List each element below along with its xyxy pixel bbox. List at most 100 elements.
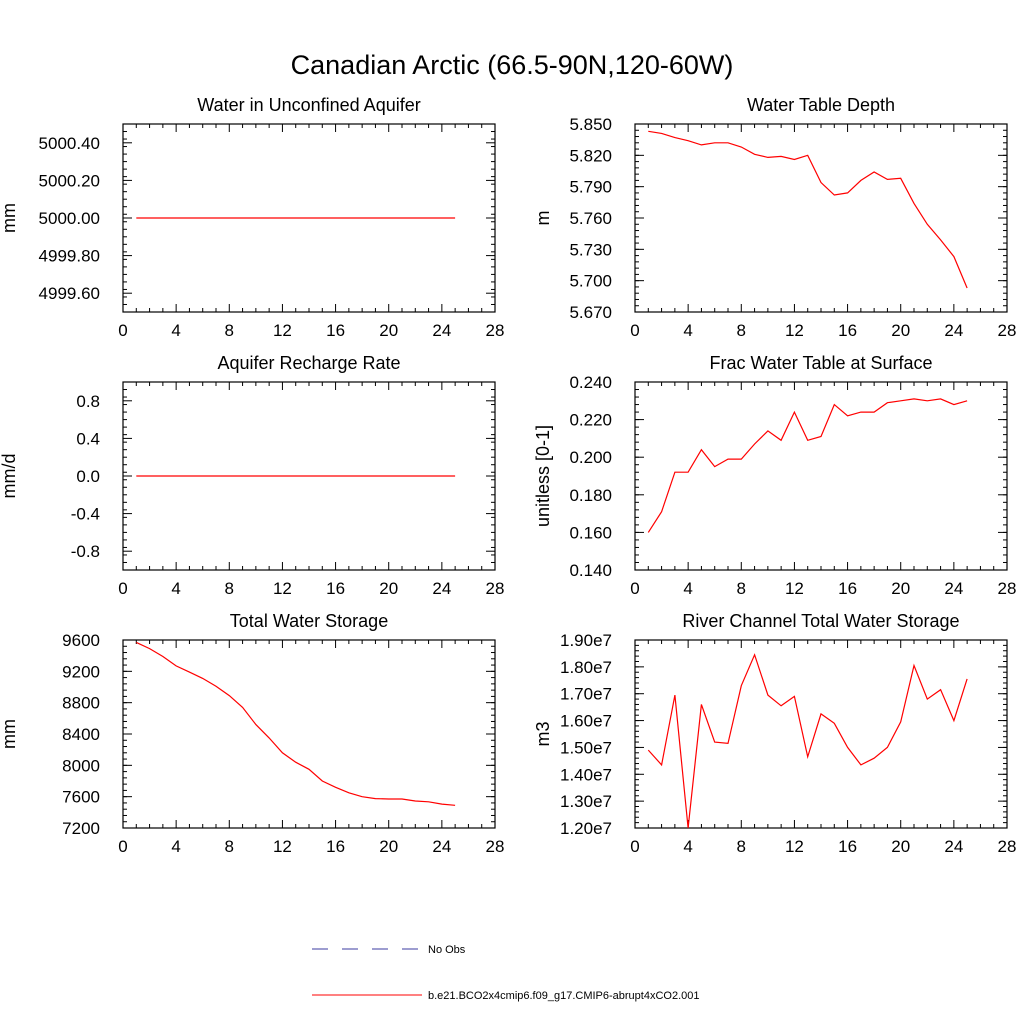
panel-grid: Water in Unconfined Aquifer 0 4 8 12 16 20 24 28…	[0, 95, 1016, 856]
y-tick-label: 1.70e7	[560, 685, 612, 704]
plot-frame	[634, 381, 1008, 571]
plot-frame	[122, 639, 496, 829]
x-tick-label: 12	[785, 837, 804, 856]
y-tick-label: 5.850	[569, 115, 612, 134]
y-tick-label: 0.0	[76, 467, 100, 486]
y-tick-label: 0.240	[569, 373, 612, 392]
y-tick-label: 5.670	[569, 303, 612, 322]
x-tick-label: 12	[273, 321, 292, 340]
x-tick-label: 16	[838, 837, 857, 856]
y-tick-label: 5000.20	[39, 171, 100, 190]
y-tick-label: -0.4	[71, 505, 100, 524]
y-tick-label: 8400	[62, 725, 100, 744]
x-tick-label: 20	[379, 579, 398, 598]
y-axis-label: mm	[0, 719, 19, 749]
x-tick-label: 16	[326, 321, 345, 340]
x-tick-label: 0	[118, 321, 127, 340]
legend-label: b.e21.BCO2x4cmip6.f09_g17.CMIP6-abrupt4x…	[428, 990, 700, 1002]
y-tick-label: 5.730	[569, 240, 612, 259]
y-tick-label: 4999.60	[39, 284, 100, 303]
panel-3: Aquifer Recharge Rate 0 4 8 12 16 20 24 28 -0.8 -0…	[0, 353, 504, 598]
x-tick-label: 8	[737, 837, 746, 856]
y-tick-label: 9200	[62, 662, 100, 681]
x-tick-label: 24	[944, 321, 963, 340]
x-tick-label: 16	[326, 837, 345, 856]
legend-label: No Obs	[428, 944, 466, 956]
x-tick-label: 24	[944, 837, 963, 856]
x-tick-label: 12	[785, 321, 804, 340]
y-tick-label: 5000.40	[39, 134, 100, 153]
x-tick-label: 8	[737, 579, 746, 598]
x-tick-label: 4	[171, 579, 180, 598]
x-tick-label: 4	[683, 837, 692, 856]
y-tick-label: 1.90e7	[560, 631, 612, 650]
y-tick-label: 5000.00	[39, 209, 100, 228]
x-tick-label: 8	[225, 837, 234, 856]
y-tick-label: 8800	[62, 694, 100, 713]
panel-6: River Channel Total Water Storage 0 4 8 12 16…	[533, 611, 1016, 856]
x-tick-label: 20	[379, 321, 398, 340]
panel-1: Water in Unconfined Aquifer 0 4 8 12 16 20 24 28…	[0, 95, 504, 340]
x-tick-label: 24	[432, 579, 451, 598]
y-tick-label: 0.160	[569, 523, 612, 542]
panel-title: River Channel Total Water Storage	[682, 611, 959, 631]
x-tick-label: 0	[630, 837, 639, 856]
series-line	[647, 398, 968, 533]
x-tick-label: 28	[998, 579, 1017, 598]
y-tick-label: 8000	[62, 756, 100, 775]
x-tick-label: 20	[891, 579, 910, 598]
x-tick-label: 16	[838, 579, 857, 598]
panel-title: Water in Unconfined Aquifer	[197, 95, 420, 115]
x-tick-label: 16	[838, 321, 857, 340]
plot-frame	[634, 123, 1008, 313]
panel-5: Total Water Storage 0 4 8 12 16 20 24 28 7200 7600…	[0, 611, 504, 856]
y-tick-label: 1.20e7	[560, 819, 612, 838]
y-tick-label: 0.140	[569, 561, 612, 580]
x-tick-label: 8	[225, 321, 234, 340]
y-tick-label: 0.4	[76, 429, 100, 448]
y-axis-label: m3	[533, 721, 553, 746]
panel-2: Water Table Depth 0 4 8 12 16 20 24 28 5.670 5.700…	[533, 95, 1016, 340]
y-tick-label: 7600	[62, 788, 100, 807]
y-tick-label: 0.220	[569, 411, 612, 430]
y-axis-label: mm	[0, 203, 19, 233]
x-tick-label: 12	[785, 579, 804, 598]
y-tick-label: 7200	[62, 819, 100, 838]
x-tick-label: 20	[891, 321, 910, 340]
x-tick-label: 4	[683, 579, 692, 598]
y-tick-label: 5.700	[569, 272, 612, 291]
y-tick-label: 0.180	[569, 486, 612, 505]
panel-title: Frac Water Table at Surface	[709, 353, 932, 373]
x-tick-label: 4	[683, 321, 692, 340]
x-tick-label: 28	[486, 837, 505, 856]
x-tick-label: 0	[630, 321, 639, 340]
y-tick-label: 1.40e7	[560, 765, 612, 784]
x-tick-label: 24	[944, 579, 963, 598]
panel-4: Frac Water Table at Surface 0 4 8 12 16 20 24 28…	[533, 353, 1016, 598]
panel-title: Aquifer Recharge Rate	[217, 353, 400, 373]
x-tick-label: 28	[486, 321, 505, 340]
y-tick-label: 1.30e7	[560, 792, 612, 811]
x-tick-label: 28	[998, 837, 1017, 856]
x-tick-label: 12	[273, 579, 292, 598]
y-axis-label: m	[533, 211, 553, 226]
y-tick-label: 9600	[62, 631, 100, 650]
y-tick-label: 5.760	[569, 209, 612, 228]
x-tick-label: 20	[379, 837, 398, 856]
series-line	[647, 653, 968, 829]
y-tick-label: 1.60e7	[560, 712, 612, 731]
y-tick-label: 1.80e7	[560, 658, 612, 677]
x-tick-label: 8	[225, 579, 234, 598]
x-tick-label: 20	[891, 837, 910, 856]
figure-title: Canadian Arctic (66.5-90N,120-60W)	[291, 50, 734, 80]
y-tick-label: 0.200	[569, 448, 612, 467]
y-tick-label: 1.50e7	[560, 738, 612, 757]
series-line	[648, 130, 968, 289]
x-tick-label: 0	[118, 579, 127, 598]
legend: No Obs b.e21.BCO2x4cmip6.f09_g17.CMIP6-ab…	[312, 944, 700, 1002]
x-tick-label: 12	[273, 837, 292, 856]
x-tick-label: 28	[486, 579, 505, 598]
x-tick-label: 0	[118, 837, 127, 856]
panel-title: Water Table Depth	[747, 95, 895, 115]
y-tick-label: -0.8	[71, 542, 100, 561]
